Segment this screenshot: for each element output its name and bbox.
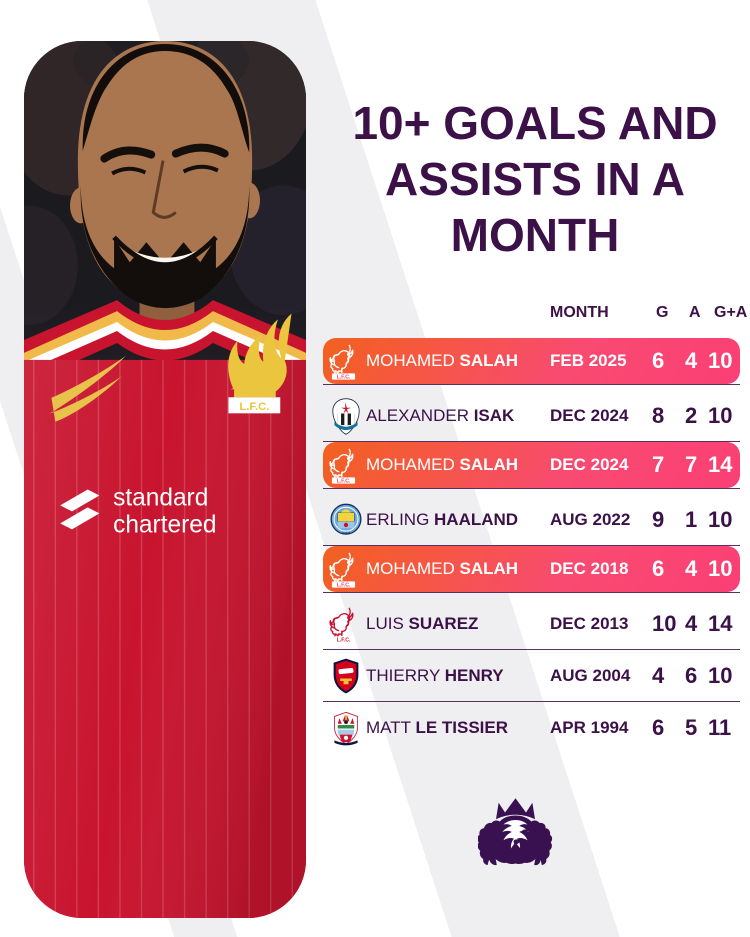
svg-text:L.F.C.: L.F.C. — [337, 637, 351, 643]
svg-text:standard: standard — [113, 484, 208, 511]
svg-text:L.F.C.: L.F.C. — [239, 401, 269, 413]
svg-text:CITY: CITY — [342, 531, 351, 535]
svg-text:L.F.C.: L.F.C. — [337, 478, 351, 484]
svg-text:L.F.C.: L.F.C. — [337, 374, 351, 380]
svg-text:chartered: chartered — [113, 511, 216, 538]
svg-text:L.F.C.: L.F.C. — [337, 582, 351, 588]
